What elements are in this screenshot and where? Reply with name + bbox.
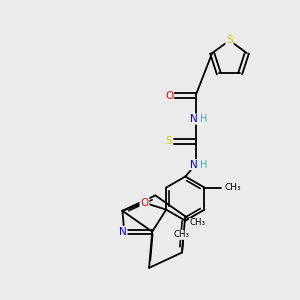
Text: S: S (226, 35, 233, 46)
Text: N: N (190, 114, 198, 124)
Text: N: N (190, 160, 198, 170)
Text: CH₃: CH₃ (189, 218, 205, 227)
Text: H: H (200, 114, 207, 124)
Text: O: O (140, 198, 148, 208)
Text: N: N (119, 227, 127, 237)
Text: H: H (200, 160, 207, 170)
Text: S: S (166, 136, 172, 146)
Text: CH₃: CH₃ (224, 183, 241, 192)
Text: O: O (165, 91, 173, 100)
Text: CH₃: CH₃ (173, 230, 189, 239)
